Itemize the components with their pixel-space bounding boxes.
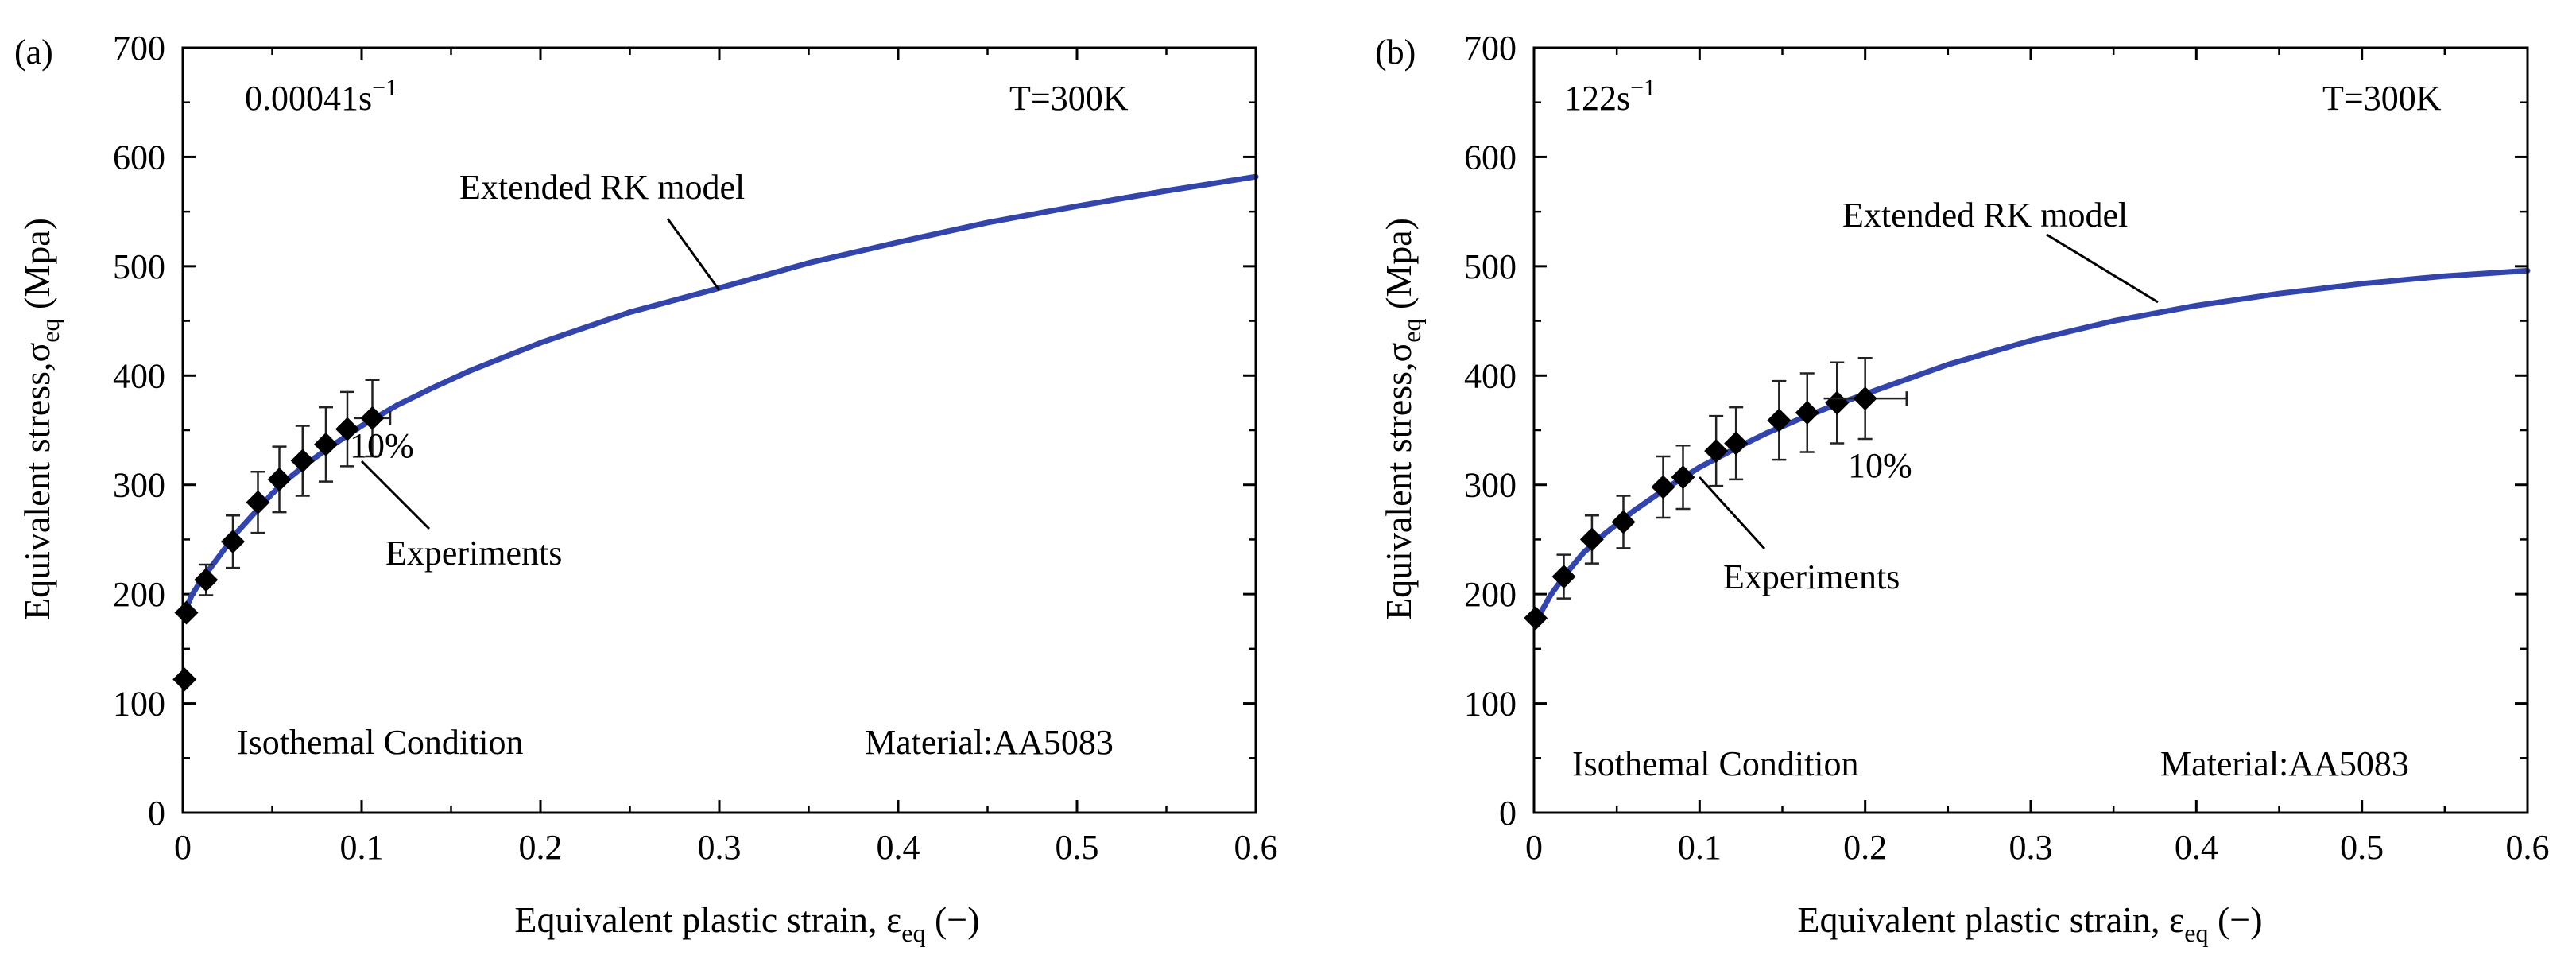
panel-a-error-label: 10% bbox=[350, 426, 414, 465]
x-tick-label: 0.4 bbox=[877, 828, 920, 867]
panel-b-x-axis-label: Equivalent plastic strain, εeq (−) bbox=[1797, 899, 2262, 947]
panel-a-strain-rate: 0.00041s−1 bbox=[245, 75, 397, 118]
experiment-point bbox=[172, 667, 197, 692]
x-tick-label: 0.5 bbox=[1056, 828, 1099, 867]
y-tick-label: 400 bbox=[113, 356, 165, 395]
x-tick-label: 0 bbox=[174, 828, 192, 867]
panel-a-model-label: Extended RK model bbox=[459, 168, 745, 207]
panel-a-y-axis-label: Equivalent stress,σeq (Mpa) bbox=[17, 218, 64, 620]
panel-b-experiments-leader bbox=[1698, 476, 1766, 550]
panel-b-model-leader bbox=[2046, 233, 2159, 304]
experiment-point bbox=[246, 490, 270, 514]
experiment-point bbox=[174, 600, 199, 625]
experiment-point bbox=[1795, 401, 1819, 425]
x-tick-label: 0.3 bbox=[698, 828, 742, 867]
panel-b-condition: Isothemal Condition bbox=[1572, 744, 1859, 783]
x-tick-label: 0.6 bbox=[2506, 828, 2550, 867]
x-tick-label: 0.1 bbox=[1678, 828, 1722, 867]
y-tick-label: 0 bbox=[1499, 794, 1517, 833]
panel-a-plot-area bbox=[172, 173, 1259, 692]
experiment-point bbox=[360, 406, 385, 430]
y-tick-label: 300 bbox=[113, 466, 165, 505]
x-tick-label: 0.1 bbox=[340, 828, 384, 867]
x-tick-label: 0.5 bbox=[2340, 828, 2384, 867]
experiment-point bbox=[1724, 431, 1749, 456]
y-tick-label: 600 bbox=[1464, 138, 1517, 177]
y-tick-label: 300 bbox=[1464, 466, 1517, 505]
experiment-point bbox=[1579, 527, 1604, 552]
panel-b-material: Material:AA5083 bbox=[2160, 744, 2409, 783]
y-tick-label: 500 bbox=[1464, 247, 1517, 286]
experiment-point bbox=[221, 530, 245, 554]
experiment-point bbox=[267, 467, 292, 491]
experiment-point bbox=[1551, 565, 1576, 589]
panel-a-condition: Isothemal Condition bbox=[237, 723, 524, 762]
panel-a-experiments-label: Experiments bbox=[385, 534, 562, 573]
experiment-point bbox=[335, 417, 359, 441]
experiment-point bbox=[1767, 408, 1792, 433]
panel-b-y-axis-label: Equivalent stress,σeq (Mpa) bbox=[1378, 218, 1426, 620]
x-tick-label: 0.6 bbox=[1234, 828, 1278, 867]
experiment-point bbox=[1825, 390, 1850, 415]
panel-a-material: Material:AA5083 bbox=[865, 723, 1114, 762]
experiment-point bbox=[1671, 465, 1695, 490]
experiment-point bbox=[1524, 606, 1548, 631]
x-tick-label: 0.3 bbox=[2009, 828, 2053, 867]
panel-a-temperature: T=300K bbox=[1009, 79, 1129, 118]
experiment-point bbox=[1704, 439, 1729, 464]
panel-b-temperature: T=300K bbox=[2322, 79, 2442, 118]
panel-b-frame bbox=[1532, 46, 2529, 814]
experiment-point bbox=[290, 448, 315, 473]
y-tick-label: 500 bbox=[113, 247, 165, 286]
x-tick-label: 0 bbox=[1525, 828, 1543, 867]
y-tick-label: 0 bbox=[148, 794, 165, 833]
panel-label-a: (a) bbox=[14, 33, 53, 72]
panel-b-ticks: 0 0.1 0.2 0.3 0.4 0.5 0.6 0 100 200 300 400 500 600 70… bbox=[1464, 29, 2550, 867]
panel-a: (a) 0 0.1 0.2 0.3 0.4 0.5 0.6 0 100 200 300 400 500 6… bbox=[14, 29, 1278, 947]
y-tick-label: 700 bbox=[113, 29, 165, 68]
y-tick-label: 200 bbox=[1464, 575, 1517, 614]
x-tick-label: 0.4 bbox=[2175, 828, 2218, 867]
y-tick-label: 600 bbox=[113, 138, 165, 177]
experiment-point bbox=[1853, 386, 1877, 411]
experiment-point bbox=[1611, 510, 1636, 534]
experiment-point bbox=[314, 432, 338, 456]
panel-a-x-axis-label: Equivalent plastic strain, εeq (−) bbox=[514, 899, 979, 947]
y-tick-label: 100 bbox=[1464, 685, 1517, 724]
y-tick-label: 700 bbox=[1464, 29, 1517, 68]
experiment-point bbox=[194, 568, 219, 592]
experiment-point bbox=[1651, 475, 1675, 499]
panel-a-model-leader bbox=[666, 218, 721, 291]
panel-b-experiments-label: Experiments bbox=[1723, 557, 1900, 596]
panel-a-experiments-leader bbox=[360, 460, 431, 530]
x-tick-label: 0.2 bbox=[1843, 828, 1887, 867]
panel-b-strain-rate: 122s−1 bbox=[1564, 75, 1656, 118]
y-tick-label: 400 bbox=[1464, 356, 1517, 395]
panel-b-error-label: 10% bbox=[1848, 446, 1912, 485]
y-tick-label: 200 bbox=[113, 575, 165, 614]
x-tick-label: 0.2 bbox=[519, 828, 563, 867]
panel-b-plot-area bbox=[1524, 267, 2531, 631]
panel-a-frame bbox=[181, 46, 1257, 814]
panel-label-b: (b) bbox=[1375, 33, 1416, 72]
panel-b: (b) 0 0.1 0.2 0.3 0.4 0.5 0.6 0 100 200 300 400 500 6… bbox=[1375, 29, 2550, 947]
y-tick-label: 100 bbox=[113, 685, 165, 724]
panel-a-ticks: 0 0.1 0.2 0.3 0.4 0.5 0.6 0 100 200 300 400 500 600 70… bbox=[113, 29, 1278, 867]
panel-b-model-label: Extended RK model bbox=[1842, 196, 2128, 235]
model-curve-line bbox=[180, 173, 1259, 619]
